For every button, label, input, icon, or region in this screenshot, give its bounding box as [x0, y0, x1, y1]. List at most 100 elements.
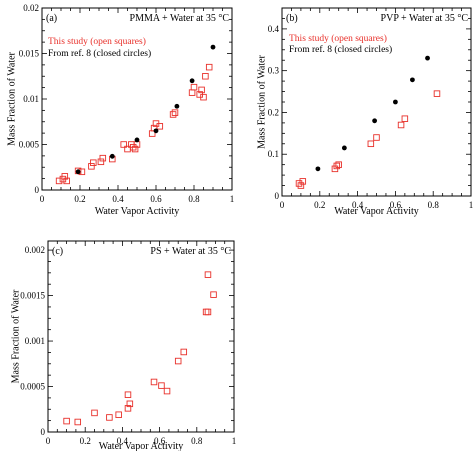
reference-point [189, 78, 195, 84]
study-point [295, 180, 303, 187]
x-axis-label: Water Vapor Activity [99, 441, 184, 451]
x-tick-label: 0.8 [191, 436, 203, 446]
reference-point [425, 55, 430, 61]
study-point [63, 177, 70, 185]
x-tick-label: 0.6 [150, 194, 162, 204]
legend-reference: From ref. 8 (closed circles) [289, 44, 392, 55]
y-tick-label: 0.002 [25, 245, 45, 255]
study-point [171, 109, 179, 116]
y-tick-label: 0.0005 [20, 382, 45, 392]
study-point [88, 163, 95, 170]
y-tick-label: 0 [275, 191, 280, 201]
study-point [91, 409, 98, 417]
study-point [204, 308, 212, 316]
study-point [150, 378, 158, 386]
y-axis-label: Mass Fraction of Water [256, 54, 267, 148]
reference-point [75, 169, 81, 175]
study-point [401, 115, 409, 122]
x-tick-label: 0.2 [314, 200, 325, 210]
x-tick-label: 0 [40, 194, 45, 204]
plot-frame [41, 7, 233, 191]
study-point [169, 111, 177, 118]
x-axis-label: Water Vapor Activity [95, 206, 180, 217]
y-tick-label: 0.3 [268, 66, 280, 76]
study-point [198, 86, 205, 94]
study-point [335, 161, 342, 168]
y-tick-label: 0 [35, 185, 40, 195]
study-point [120, 141, 127, 148]
reference-point [372, 118, 378, 124]
reference-point [210, 44, 216, 50]
study-point [367, 140, 375, 148]
study-point [397, 121, 405, 129]
study-point [333, 162, 341, 170]
reference-point [174, 103, 180, 109]
study-point [200, 93, 207, 101]
y-axis-label: Mass Fraction of Water [6, 51, 17, 145]
study-point [156, 123, 164, 130]
y-tick-label: 0.001 [25, 336, 45, 346]
study-point [61, 173, 69, 180]
reference-point [153, 128, 159, 134]
study-point [190, 83, 198, 91]
reference-point [410, 77, 415, 83]
reference-point [134, 137, 140, 143]
legend-study: This study (open squares) [48, 36, 146, 47]
panel-title: PMMA + Water at 35 °C [130, 13, 230, 24]
study-point [158, 382, 165, 389]
study-point [55, 177, 63, 185]
study-point [174, 357, 182, 365]
y-tick-label: 0 [41, 427, 46, 437]
study-point [204, 271, 212, 278]
y-tick-label: 0.01 [23, 94, 39, 104]
study-point [180, 348, 188, 356]
reference-point [315, 166, 321, 172]
panel-label: (a) [46, 13, 57, 24]
x-tick-label: 1 [230, 194, 235, 204]
x-tick-label: 0.2 [80, 436, 91, 446]
x-tick-label: 0.4 [112, 194, 124, 204]
y-tick-label: 0.0015 [20, 291, 45, 301]
study-point [126, 400, 134, 408]
chart-panel-0: 0 0.2 0.4 0.6 0.8 1 0 0.005 0.01 0.015 0.02 (a) PMMA… [6, 3, 234, 217]
y-tick-label: 0.2 [268, 107, 279, 117]
y-axis-label: Mass Fraction of Water [10, 289, 21, 383]
study-point [106, 414, 113, 421]
chart-panel-1: 0 0.2 0.4 0.6 0.8 1 0 0.1 0.2 0.3 0.4 (b) PVP + Wate… [256, 7, 474, 217]
study-point [90, 159, 97, 166]
reference-point [341, 145, 347, 151]
panel-title: PVP + Water at 35 °C [381, 13, 469, 24]
study-point [99, 154, 107, 162]
study-point [210, 291, 217, 298]
study-point [63, 417, 70, 425]
x-tick-label: 0 [46, 436, 51, 446]
x-tick-label: 1 [232, 436, 237, 446]
study-point [97, 158, 105, 166]
study-point [299, 178, 307, 185]
x-tick-label: 0.2 [74, 194, 85, 204]
legend-reference: From ref. 8 (closed circles) [48, 48, 151, 59]
x-tick-label: 0.8 [188, 194, 200, 204]
x-tick-label: 1 [469, 200, 474, 210]
study-point [433, 90, 441, 97]
y-tick-label: 0.1 [268, 149, 279, 159]
study-point [373, 134, 380, 141]
y-tick-label: 0.015 [19, 49, 40, 59]
study-point [124, 391, 132, 398]
study-point [297, 182, 305, 189]
panel-title: PS + Water at 35 °C [150, 246, 231, 257]
x-tick-label: 0.4 [117, 436, 129, 446]
plot-frame [47, 240, 235, 433]
x-tick-label: 0.6 [390, 200, 402, 210]
x-axis-label: Water Vapor Activity [334, 206, 419, 217]
study-point [115, 411, 122, 418]
study-point [124, 405, 132, 412]
y-tick-label: 0.02 [23, 3, 39, 13]
x-tick-label: 0.8 [428, 200, 440, 210]
y-tick-label: 0.005 [19, 140, 40, 150]
study-point [205, 63, 213, 71]
reference-point [393, 99, 398, 105]
study-point [74, 418, 82, 426]
